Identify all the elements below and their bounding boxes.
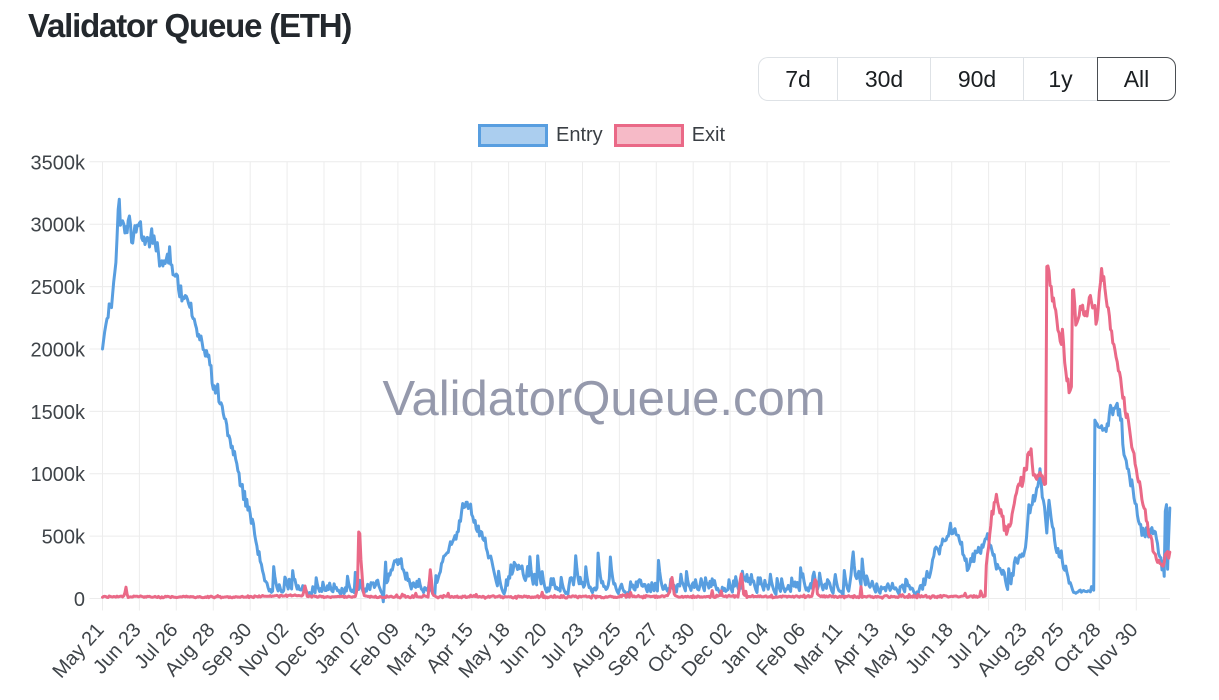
svg-text:0: 0 <box>74 589 85 611</box>
svg-text:500k: 500k <box>42 527 86 549</box>
svg-text:1500k: 1500k <box>31 402 86 424</box>
svg-text:1000k: 1000k <box>31 464 86 486</box>
svg-text:3500k: 3500k <box>31 152 86 174</box>
svg-text:2000k: 2000k <box>31 340 86 362</box>
svg-text:ValidatorQueue.com: ValidatorQueue.com <box>382 372 825 426</box>
svg-text:2500k: 2500k <box>31 277 86 299</box>
svg-text:3000k: 3000k <box>31 215 86 237</box>
